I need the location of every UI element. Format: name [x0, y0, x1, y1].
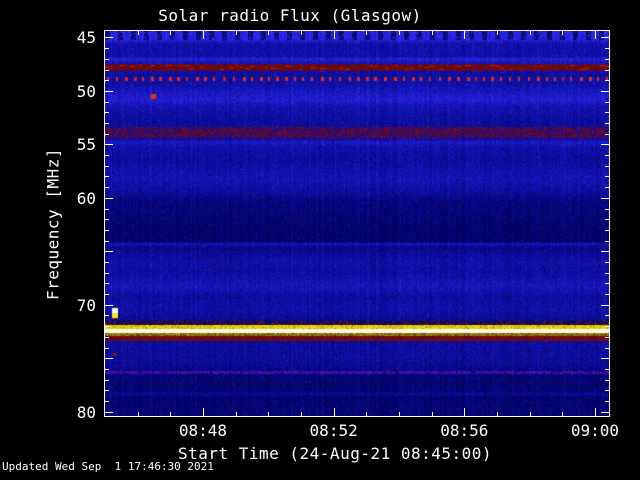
y-tick-label: 45 [46, 28, 96, 47]
y-axis-title: Frequency [MHz] [44, 148, 63, 300]
chart-title: Solar radio Flux (Glasgow) [0, 6, 580, 25]
y-tick-label: 55 [46, 135, 96, 154]
y-tick-label: 80 [46, 403, 96, 422]
y-tick-label: 60 [46, 189, 96, 208]
x-tick-label: 08:52 [304, 421, 364, 440]
spectrogram-canvas [105, 31, 609, 416]
plot-area [104, 30, 610, 417]
y-tick-label: 50 [46, 82, 96, 101]
updated-timestamp: Updated Wed Sep 1 17:46:30 2021 [2, 460, 214, 473]
spectrogram-page: Solar radio Flux (Glasgow) Frequency [MH… [0, 0, 640, 480]
y-tick-label: 70 [46, 296, 96, 315]
x-tick-label: 08:48 [173, 421, 233, 440]
x-tick-label: 08:56 [434, 421, 494, 440]
x-tick-label: 09:00 [565, 421, 625, 440]
